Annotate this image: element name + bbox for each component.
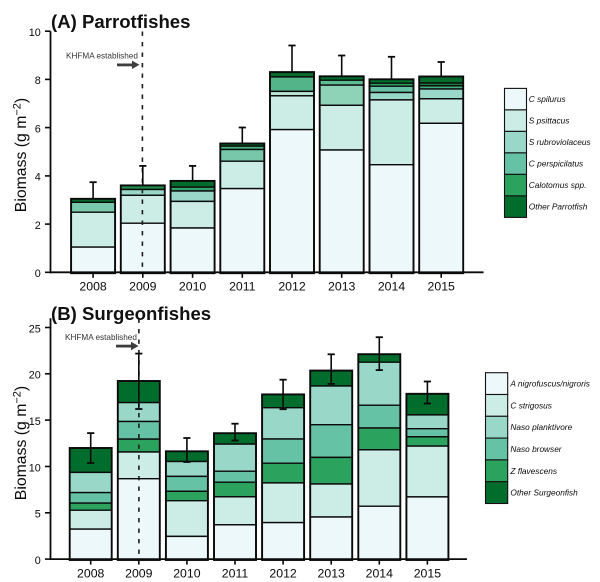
svg-text:2012: 2012 [269,566,297,580]
svg-text:0: 0 [35,268,41,280]
svg-text:2: 2 [35,220,41,232]
svg-text:2014: 2014 [378,280,406,294]
svg-text:20: 20 [29,370,41,382]
svg-text:10: 10 [29,27,41,39]
svg-text:C perspicilatus: C perspicilatus [529,159,583,169]
svg-text:8: 8 [35,75,41,87]
svg-text:2015: 2015 [428,280,456,294]
svg-text:Biomass (g m−2): Biomass (g m−2) [12,98,31,212]
svg-text:Naso planktivore: Naso planktivore [510,422,572,432]
svg-text:2012: 2012 [278,280,306,294]
svg-text:KHFMA established: KHFMA established [66,52,138,61]
svg-text:15: 15 [29,416,41,428]
svg-text:Naso browser: Naso browser [510,444,562,454]
svg-text:(B) Surgeonfishes: (B) Surgeonfishes [51,303,211,324]
svg-text:Calotomus spp.: Calotomus spp. [529,180,587,190]
svg-text:2014: 2014 [366,566,394,580]
svg-text:10: 10 [29,462,41,474]
svg-text:C strigosus: C strigosus [510,400,552,410]
svg-text:Biomass (g m−2): Biomass (g m−2) [12,386,31,500]
svg-text:(A) Parrotfishes: (A) Parrotfishes [51,11,190,32]
svg-text:2010: 2010 [179,280,207,294]
svg-text:2011: 2011 [229,280,256,294]
svg-text:Other Surgeonfish: Other Surgeonfish [510,488,578,498]
svg-text:2008: 2008 [79,280,107,294]
svg-text:2013: 2013 [318,566,346,580]
svg-text:2008: 2008 [77,566,105,580]
svg-text:2009: 2009 [125,566,153,580]
svg-text:2011: 2011 [222,566,249,580]
svg-text:6: 6 [35,123,41,135]
svg-text:2009: 2009 [129,280,157,294]
svg-text:Other Parrotfish: Other Parrotfish [529,202,588,212]
svg-text:2015: 2015 [414,566,442,580]
svg-text:25: 25 [29,323,41,335]
svg-text:S rubroviolaceus: S rubroviolaceus [529,137,591,147]
svg-text:Z flavescens: Z flavescens [509,466,557,476]
svg-text:KHFMA established: KHFMA established [65,333,137,342]
svg-text:A nigrofuscus/nigroris: A nigrofuscus/nigroris [509,379,589,389]
svg-text:0: 0 [35,555,41,567]
svg-text:C spilurus: C spilurus [529,94,566,104]
svg-text:4: 4 [35,172,41,184]
svg-text:2013: 2013 [328,280,356,294]
svg-text:2010: 2010 [173,566,201,580]
svg-text:5: 5 [35,509,41,521]
svg-text:S psittacus: S psittacus [529,116,570,126]
